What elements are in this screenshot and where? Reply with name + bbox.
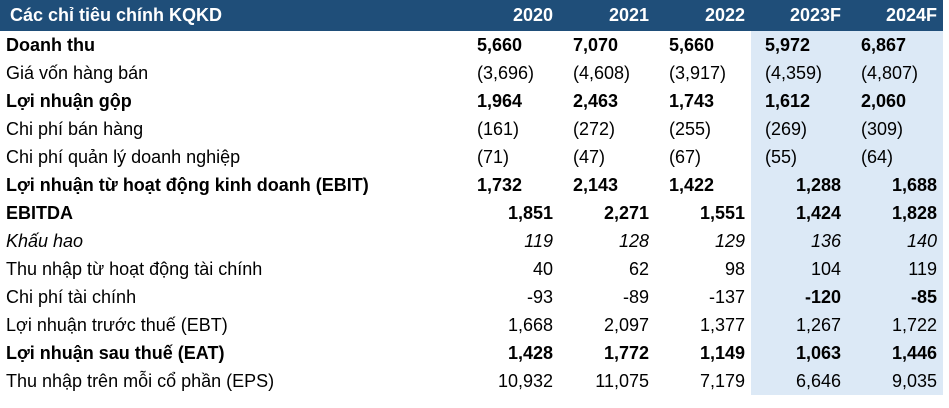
cell-value-forecast: 1,612 bbox=[751, 87, 847, 115]
cell-value: 7,070 bbox=[573, 34, 619, 55]
row-label: Thu nhập trên mỗi cổ phần (EPS) bbox=[6, 370, 275, 391]
cell-value-forecast: 1,063 bbox=[751, 339, 847, 367]
cell-value-forecast: 136 bbox=[751, 227, 847, 255]
cell-value: 1,428 bbox=[507, 342, 553, 363]
table-row: Thu nhập từ hoạt động tài chính 40 62 98… bbox=[0, 255, 943, 283]
financial-results-table: Các chỉ tiêu chính KQKD 2020 2021 2022 2… bbox=[0, 0, 943, 395]
cell-value-forecast: 2,060 bbox=[847, 87, 943, 115]
header-row: Các chỉ tiêu chính KQKD 2020 2021 2022 2… bbox=[0, 0, 943, 31]
table-row: Doanh thu 5,660 7,070 5,660 5,972 6,867 bbox=[0, 31, 943, 59]
cell-value: 1,851 bbox=[507, 202, 553, 223]
cell-value: 1,377 bbox=[699, 314, 745, 335]
cell-value-forecast: (269) bbox=[751, 115, 847, 143]
table-row: Lợi nhuận trước thuế (EBT) 1,668 2,097 1… bbox=[0, 311, 943, 339]
cell-value-forecast: 9,035 bbox=[847, 367, 943, 395]
cell-value-forecast: (4,807) bbox=[847, 59, 943, 87]
row-label: Chi phí bán hàng bbox=[6, 118, 144, 139]
cell-value: 2,097 bbox=[603, 314, 649, 335]
cell-value: 1,964 bbox=[477, 90, 523, 111]
cell-value-forecast: 1,828 bbox=[847, 199, 943, 227]
cell-value: -93 bbox=[526, 286, 553, 307]
cell-value: 1,743 bbox=[669, 90, 715, 111]
cell-value: 1,772 bbox=[603, 342, 649, 363]
table-row: EBITDA 1,851 2,271 1,551 1,424 1,828 bbox=[0, 199, 943, 227]
cell-value: 62 bbox=[628, 258, 649, 279]
cell-value-forecast: 5,972 bbox=[751, 31, 847, 59]
cell-value: 119 bbox=[524, 230, 553, 251]
cell-value: (47) bbox=[573, 146, 606, 167]
cell-value: 5,660 bbox=[669, 34, 715, 55]
cell-value: -89 bbox=[622, 286, 649, 307]
row-label: Thu nhập từ hoạt động tài chính bbox=[6, 258, 263, 279]
cell-value: 5,660 bbox=[477, 34, 523, 55]
cell-value-forecast: 1,722 bbox=[847, 311, 943, 339]
cell-value: 128 bbox=[618, 230, 649, 251]
cell-value-forecast: 119 bbox=[847, 255, 943, 283]
cell-value: (3,917) bbox=[669, 62, 727, 83]
cell-value-forecast: -120 bbox=[751, 283, 847, 311]
header-year-2022: 2022 bbox=[655, 0, 751, 31]
row-label: Lợi nhuận gộp bbox=[6, 90, 132, 111]
row-label: Lợi nhuận sau thuế (EAT) bbox=[6, 342, 225, 363]
cell-value: (4,608) bbox=[573, 62, 631, 83]
cell-value: (3,696) bbox=[477, 62, 535, 83]
cell-value-forecast: 1,424 bbox=[751, 199, 847, 227]
cell-value: 129 bbox=[714, 230, 745, 251]
cell-value: 1,668 bbox=[507, 314, 553, 335]
table-row: Chi phí bán hàng (161) (272) (255) (269)… bbox=[0, 115, 943, 143]
cell-value: (67) bbox=[669, 146, 702, 167]
header-year-2024f: 2024F bbox=[847, 0, 943, 31]
cell-value: (161) bbox=[477, 118, 520, 139]
row-label: Chi phí quản lý doanh nghiệp bbox=[6, 146, 241, 167]
table-row: Lợi nhuận gộp 1,964 2,463 1,743 1,612 2,… bbox=[0, 87, 943, 115]
table-row: Giá vốn hàng bán (3,696) (4,608) (3,917)… bbox=[0, 59, 943, 87]
row-label: Lợi nhuận trước thuế (EBT) bbox=[6, 314, 228, 335]
cell-value-forecast: 1,288 bbox=[751, 171, 847, 199]
cell-value-forecast: (309) bbox=[847, 115, 943, 143]
cell-value: 1,149 bbox=[699, 342, 745, 363]
cell-value-forecast: (4,359) bbox=[751, 59, 847, 87]
cell-value-forecast: -85 bbox=[847, 283, 943, 311]
cell-value-forecast: 6,646 bbox=[751, 367, 847, 395]
cell-value: 1,732 bbox=[477, 174, 523, 195]
cell-value: (71) bbox=[477, 146, 510, 167]
table-row: Chi phí quản lý doanh nghiệp (71) (47) (… bbox=[0, 143, 943, 171]
cell-value-forecast: 1,446 bbox=[847, 339, 943, 367]
cell-value: 1,551 bbox=[699, 202, 745, 223]
table-row: Thu nhập trên mỗi cổ phần (EPS) 10,932 1… bbox=[0, 367, 943, 395]
cell-value: 98 bbox=[724, 258, 745, 279]
cell-value-forecast: (55) bbox=[751, 143, 847, 171]
header-title: Các chỉ tiêu chính KQKD bbox=[0, 0, 463, 31]
cell-value-forecast: 1,267 bbox=[751, 311, 847, 339]
cell-value: 1,422 bbox=[669, 174, 715, 195]
table-row: Khấu hao 119 128 129 136 140 bbox=[0, 227, 943, 255]
row-label: Giá vốn hàng bán bbox=[6, 62, 149, 83]
row-label: Khấu hao bbox=[6, 230, 84, 251]
row-label: EBITDA bbox=[6, 202, 73, 223]
header-year-2023f: 2023F bbox=[751, 0, 847, 31]
row-label: Doanh thu bbox=[6, 34, 95, 55]
cell-value: (272) bbox=[573, 118, 616, 139]
table-row: Lợi nhuận sau thuế (EAT) 1,428 1,772 1,1… bbox=[0, 339, 943, 367]
cell-value-forecast: 1,688 bbox=[847, 171, 943, 199]
cell-value: 40 bbox=[532, 258, 553, 279]
cell-value-forecast: 140 bbox=[847, 227, 943, 255]
cell-value: 2,463 bbox=[573, 90, 619, 111]
cell-value: 7,179 bbox=[699, 370, 745, 391]
row-label: Lợi nhuận từ hoạt động kinh doanh (EBIT) bbox=[6, 174, 369, 195]
cell-value-forecast: (64) bbox=[847, 143, 943, 171]
cell-value-forecast: 6,867 bbox=[847, 31, 943, 59]
cell-value: 2,271 bbox=[603, 202, 649, 223]
cell-value-forecast: 104 bbox=[751, 255, 847, 283]
cell-value: 10,932 bbox=[497, 370, 553, 391]
table-row: Chi phí tài chính -93 -89 -137 -120 -85 bbox=[0, 283, 943, 311]
cell-value: 11,075 bbox=[595, 370, 649, 391]
cell-value: (255) bbox=[669, 118, 712, 139]
row-label: Chi phí tài chính bbox=[6, 286, 137, 307]
cell-value: 2,143 bbox=[573, 174, 619, 195]
table-row: Lợi nhuận từ hoạt động kinh doanh (EBIT)… bbox=[0, 171, 943, 199]
header-year-2021: 2021 bbox=[559, 0, 655, 31]
header-year-2020: 2020 bbox=[463, 0, 559, 31]
cell-value: -137 bbox=[708, 286, 745, 307]
